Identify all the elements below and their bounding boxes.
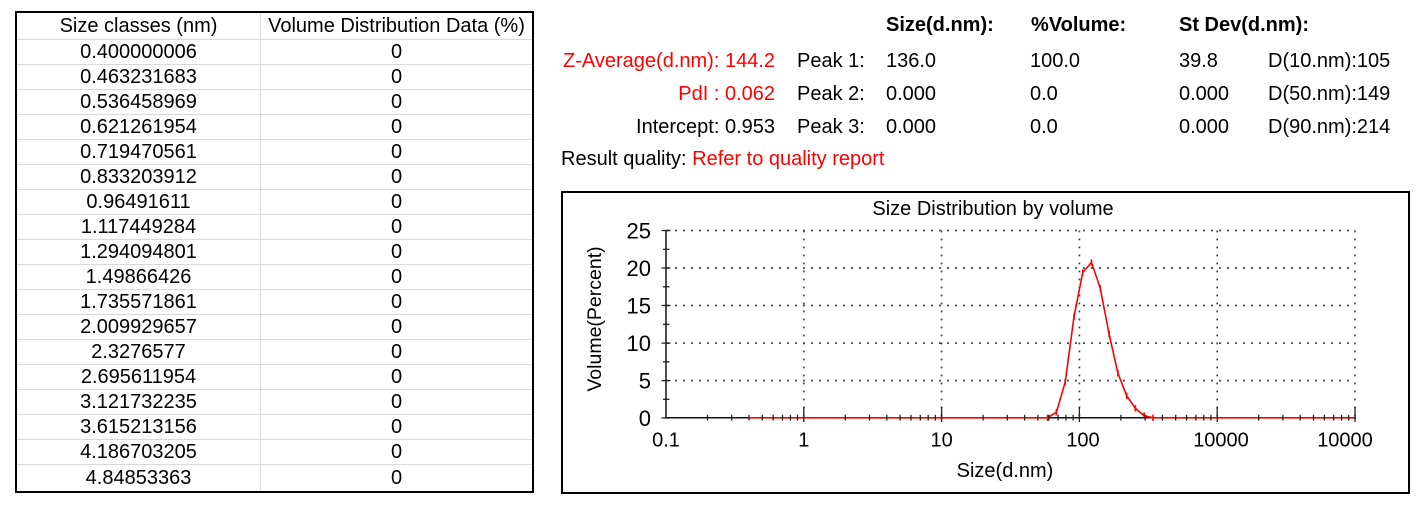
svg-text:100: 100 — [1066, 430, 1099, 452]
svg-text:10: 10 — [627, 331, 651, 356]
svg-text:15: 15 — [627, 294, 651, 319]
svg-text:1: 1 — [798, 430, 809, 452]
svg-text:Size(d.nm): Size(d.nm) — [957, 460, 1054, 482]
svg-text:5: 5 — [639, 369, 651, 394]
svg-text:20: 20 — [627, 256, 651, 281]
svg-text:10000: 10000 — [1317, 430, 1373, 452]
svg-text:25: 25 — [627, 219, 651, 244]
svg-text:0.1: 0.1 — [652, 430, 680, 452]
svg-text:10: 10 — [930, 430, 952, 452]
svg-text:Size Distribution by volume: Size Distribution by volume — [872, 198, 1113, 220]
svg-text:Volume(Percent): Volume(Percent) — [584, 246, 606, 391]
svg-text:10000: 10000 — [1193, 430, 1249, 452]
svg-text:0: 0 — [639, 406, 651, 431]
